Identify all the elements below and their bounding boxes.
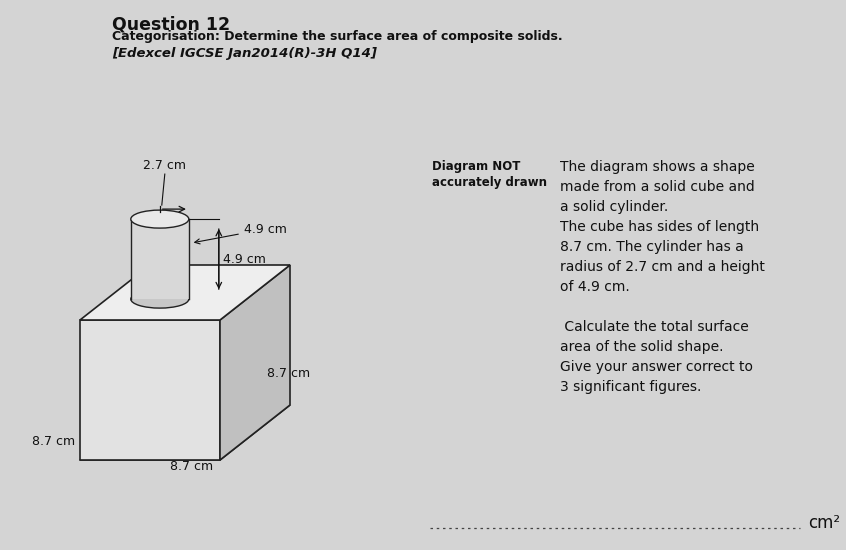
Text: made from a solid cube and: made from a solid cube and: [560, 180, 755, 194]
Polygon shape: [131, 219, 189, 299]
Text: 4.9 cm: 4.9 cm: [222, 252, 266, 266]
Text: of 4.9 cm.: of 4.9 cm.: [560, 280, 629, 294]
Text: 8.7 cm: 8.7 cm: [32, 435, 75, 448]
Polygon shape: [220, 265, 290, 460]
Text: 8.7 cm: 8.7 cm: [170, 459, 213, 472]
Text: cm²: cm²: [808, 514, 840, 532]
Text: Question 12: Question 12: [112, 15, 230, 33]
Ellipse shape: [131, 290, 189, 308]
Text: Diagram NOT: Diagram NOT: [432, 160, 520, 173]
Text: Give your answer correct to: Give your answer correct to: [560, 360, 753, 374]
Text: Calculate the total surface: Calculate the total surface: [560, 320, 749, 334]
Text: a solid cylinder.: a solid cylinder.: [560, 200, 668, 214]
Text: 3 significant figures.: 3 significant figures.: [560, 380, 701, 394]
Text: 2.7 cm: 2.7 cm: [143, 159, 186, 172]
Text: The diagram shows a shape: The diagram shows a shape: [560, 160, 755, 174]
Text: accurately drawn: accurately drawn: [432, 176, 547, 189]
Text: area of the solid shape.: area of the solid shape.: [560, 340, 723, 354]
Polygon shape: [80, 320, 220, 460]
Ellipse shape: [131, 210, 189, 228]
Text: radius of 2.7 cm and a height: radius of 2.7 cm and a height: [560, 260, 765, 274]
Text: 4.9 cm: 4.9 cm: [195, 223, 287, 244]
Text: 8.7 cm. The cylinder has a: 8.7 cm. The cylinder has a: [560, 240, 744, 254]
Text: 8.7 cm: 8.7 cm: [267, 367, 310, 380]
Text: [Edexcel IGCSE Jan2014(R)-3H Q14]: [Edexcel IGCSE Jan2014(R)-3H Q14]: [112, 47, 376, 60]
Polygon shape: [80, 265, 290, 320]
Polygon shape: [80, 405, 290, 460]
Text: The cube has sides of length: The cube has sides of length: [560, 220, 759, 234]
Text: Categorisation: Determine the surface area of composite solids.: Categorisation: Determine the surface ar…: [112, 30, 563, 43]
